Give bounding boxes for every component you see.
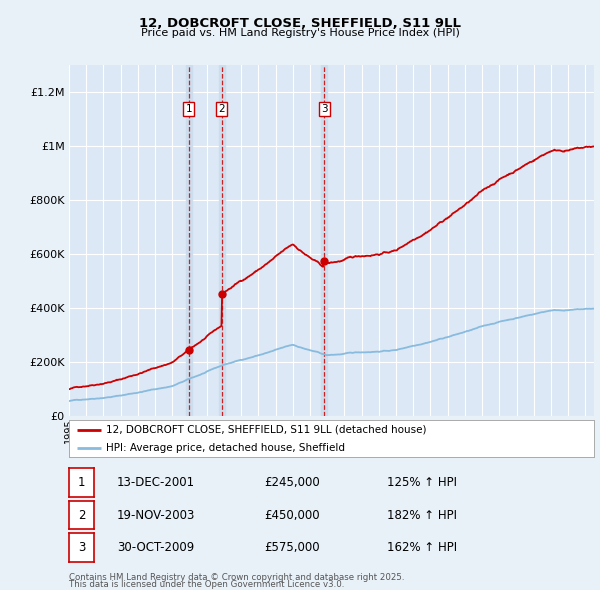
Text: Contains HM Land Registry data © Crown copyright and database right 2025.: Contains HM Land Registry data © Crown c…	[69, 573, 404, 582]
Text: £575,000: £575,000	[264, 541, 320, 554]
Text: 1: 1	[78, 476, 85, 489]
Text: HPI: Average price, detached house, Sheffield: HPI: Average price, detached house, Shef…	[106, 442, 345, 453]
Text: 2: 2	[218, 104, 225, 114]
Text: 1: 1	[185, 104, 192, 114]
Text: 12, DOBCROFT CLOSE, SHEFFIELD, S11 9LL: 12, DOBCROFT CLOSE, SHEFFIELD, S11 9LL	[139, 17, 461, 30]
Text: 3: 3	[321, 104, 328, 114]
Text: This data is licensed under the Open Government Licence v3.0.: This data is licensed under the Open Gov…	[69, 581, 344, 589]
Text: £245,000: £245,000	[264, 476, 320, 489]
Text: £450,000: £450,000	[264, 509, 320, 522]
Text: 12, DOBCROFT CLOSE, SHEFFIELD, S11 9LL (detached house): 12, DOBCROFT CLOSE, SHEFFIELD, S11 9LL (…	[106, 425, 426, 435]
Bar	[321, 65, 328, 416]
Bar	[185, 65, 192, 416]
Text: 162% ↑ HPI: 162% ↑ HPI	[387, 541, 457, 554]
Text: 2: 2	[78, 509, 85, 522]
Text: 19-NOV-2003: 19-NOV-2003	[117, 509, 196, 522]
Text: 13-DEC-2001: 13-DEC-2001	[117, 476, 195, 489]
Bar	[219, 65, 225, 416]
Text: 182% ↑ HPI: 182% ↑ HPI	[387, 509, 457, 522]
Text: 125% ↑ HPI: 125% ↑ HPI	[387, 476, 457, 489]
Text: 30-OCT-2009: 30-OCT-2009	[117, 541, 194, 554]
Text: Price paid vs. HM Land Registry's House Price Index (HPI): Price paid vs. HM Land Registry's House …	[140, 28, 460, 38]
Text: 3: 3	[78, 541, 85, 554]
